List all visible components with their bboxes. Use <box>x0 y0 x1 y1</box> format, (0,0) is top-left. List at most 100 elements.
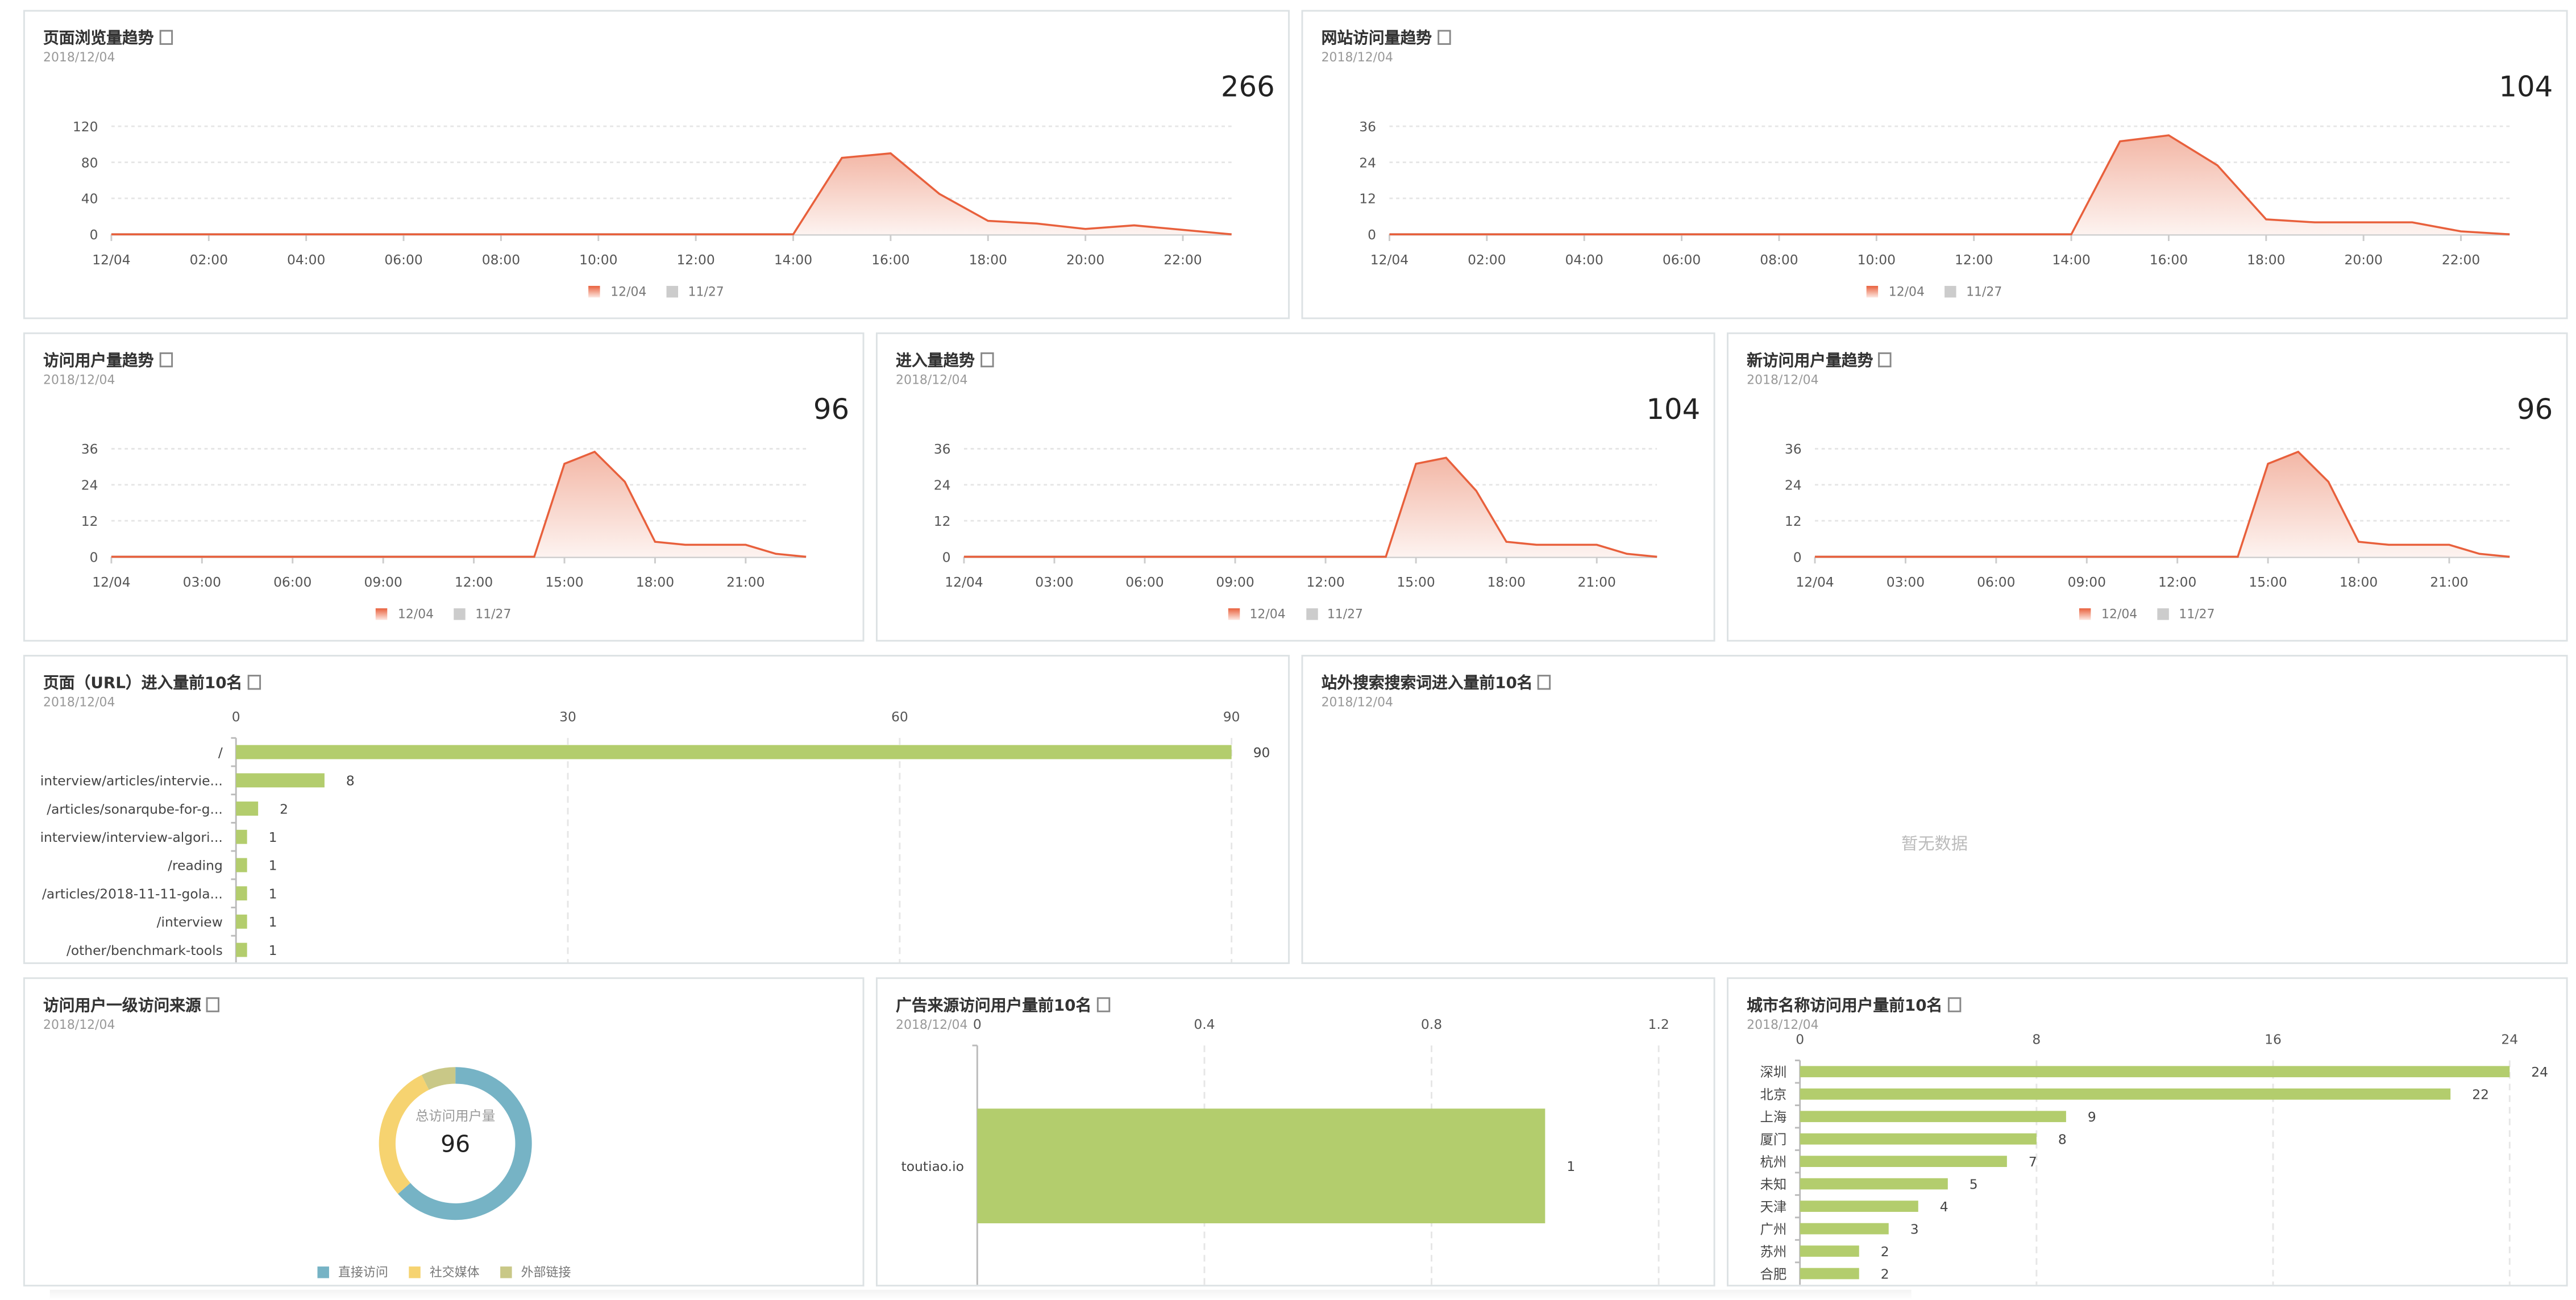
category-label: /other/benchmark-tools <box>67 942 223 958</box>
category-label: toutiao.io <box>901 1158 964 1174</box>
legend-item[interactable]: 直接访问 <box>317 1263 388 1281</box>
x-tick-label: 60 <box>891 709 908 725</box>
x-tick-label: 22:00 <box>1164 252 1202 268</box>
legend-label: 12/04 <box>610 284 646 299</box>
y-tick-label: 0 <box>942 549 951 565</box>
x-tick-label: 0 <box>232 709 240 725</box>
category-label: /interview <box>157 914 223 930</box>
x-tick-label: 10:00 <box>1858 252 1896 268</box>
x-tick-label: 12:00 <box>1306 574 1344 590</box>
bar <box>1800 1089 2451 1100</box>
x-tick-label: 08:00 <box>1760 252 1798 268</box>
legend-item[interactable]: 外部链接 <box>500 1263 571 1281</box>
bar-value-label: 1 <box>269 858 277 874</box>
bar-value-label: 24 <box>2531 1064 2548 1080</box>
x-tick-label: 06:00 <box>1663 252 1701 268</box>
series-area <box>111 452 806 557</box>
category-label: /articles/sonarqube-for-g... <box>47 801 223 817</box>
category-label: 杭州 <box>1760 1154 1787 1170</box>
x-tick-label: 12:00 <box>2158 574 2196 590</box>
x-tick-label: 0 <box>1796 1031 1804 1047</box>
bar-value-label: 3 <box>1910 1221 1919 1237</box>
legend-item[interactable]: 12/04 <box>2080 607 2137 621</box>
chart-legend: 直接访问 社交媒体 外部链接 <box>25 1263 863 1281</box>
category-label: 厦门 <box>1760 1131 1787 1147</box>
category-label: /articles/2018-11-11-gola... <box>42 886 223 902</box>
donut-slice <box>379 1075 429 1194</box>
x-tick-label: 18:00 <box>1487 574 1525 590</box>
legend-item[interactable]: 11/27 <box>667 284 724 299</box>
series-area <box>1815 452 2509 557</box>
x-tick-label: 24 <box>2501 1031 2518 1047</box>
y-tick-label: 36 <box>1785 441 1802 457</box>
bar-value-label: 1 <box>269 942 277 958</box>
x-tick-label: 12:00 <box>1955 252 1993 268</box>
legend-item[interactable]: 11/27 <box>2157 607 2214 621</box>
bar <box>236 915 247 929</box>
x-tick-label: 04:00 <box>1565 252 1603 268</box>
x-tick-label: 02:00 <box>190 252 228 268</box>
legend-label: 直接访问 <box>338 1265 388 1280</box>
y-tick-label: 24 <box>1359 155 1376 171</box>
x-tick-label: 90 <box>1223 709 1240 725</box>
y-tick-label: 36 <box>934 441 951 457</box>
panel-date: 2018/12/04 <box>1322 695 1393 709</box>
x-tick-label: 21:00 <box>1578 574 1616 590</box>
bar-value-label: 9 <box>2088 1109 2096 1125</box>
y-tick-label: 24 <box>934 477 951 493</box>
bar-value-label: 7 <box>2029 1154 2037 1170</box>
bar-value-label: 4 <box>1940 1199 1948 1215</box>
x-tick-label: 15:00 <box>1397 574 1435 590</box>
legend-label: 11/27 <box>1327 607 1363 621</box>
legend-item[interactable]: 12/04 <box>376 607 434 621</box>
x-tick-label: 20:00 <box>1066 252 1104 268</box>
panel-title: 站外搜索搜索词进入量前10名 <box>1322 675 1533 693</box>
donut-center-value: 96 <box>441 1130 470 1157</box>
y-tick-label: 12 <box>934 513 951 529</box>
bar-value-label: 8 <box>2058 1131 2067 1147</box>
legend-swatch <box>1228 608 1239 620</box>
series-line <box>1815 452 2509 557</box>
bar-value-label: 2 <box>1881 1266 1889 1282</box>
x-tick-label: 15:00 <box>2249 574 2287 590</box>
bar <box>1800 1156 2007 1167</box>
x-tick-label: 20:00 <box>2344 252 2382 268</box>
legend-label: 12/04 <box>2101 607 2137 621</box>
legend-swatch <box>2157 608 2168 620</box>
legend-label: 社交媒体 <box>430 1265 480 1280</box>
legend-item[interactable]: 11/27 <box>1945 284 2002 299</box>
x-tick-label: 8 <box>2032 1031 2041 1047</box>
x-tick-label: 12:00 <box>676 252 714 268</box>
bar <box>977 1108 1545 1223</box>
bar <box>236 858 247 873</box>
x-tick-label: 14:00 <box>2052 252 2090 268</box>
y-tick-label: 80 <box>81 155 98 171</box>
bar-value-label: 1 <box>1567 1158 1575 1174</box>
x-tick-label: 18:00 <box>2340 574 2378 590</box>
legend-item[interactable]: 社交媒体 <box>408 1263 480 1281</box>
legend-item[interactable]: 12/04 <box>589 284 646 299</box>
legend-item[interactable]: 11/27 <box>454 607 511 621</box>
legend-item[interactable]: 11/27 <box>1306 607 1363 621</box>
info-square-icon[interactable] <box>1538 675 1551 690</box>
legend-item[interactable]: 12/04 <box>1867 284 1925 299</box>
x-tick-label: 06:00 <box>384 252 422 268</box>
bar-value-label: 1 <box>269 886 277 902</box>
empty-state-text: 暂无数据 <box>1303 829 2566 854</box>
legend-item[interactable]: 12/04 <box>1228 607 1285 621</box>
bar <box>1800 1201 1918 1212</box>
legend-swatch <box>2080 608 2091 620</box>
legend-swatch <box>1945 286 1956 297</box>
bar-value-label: 22 <box>2472 1086 2489 1102</box>
x-tick-label: 03:00 <box>1035 574 1073 590</box>
y-tick-label: 0 <box>1368 227 1376 243</box>
series-area <box>111 153 1232 235</box>
legend-label: 11/27 <box>475 607 511 621</box>
bar <box>1800 1178 1948 1190</box>
y-tick-label: 0 <box>90 227 98 243</box>
